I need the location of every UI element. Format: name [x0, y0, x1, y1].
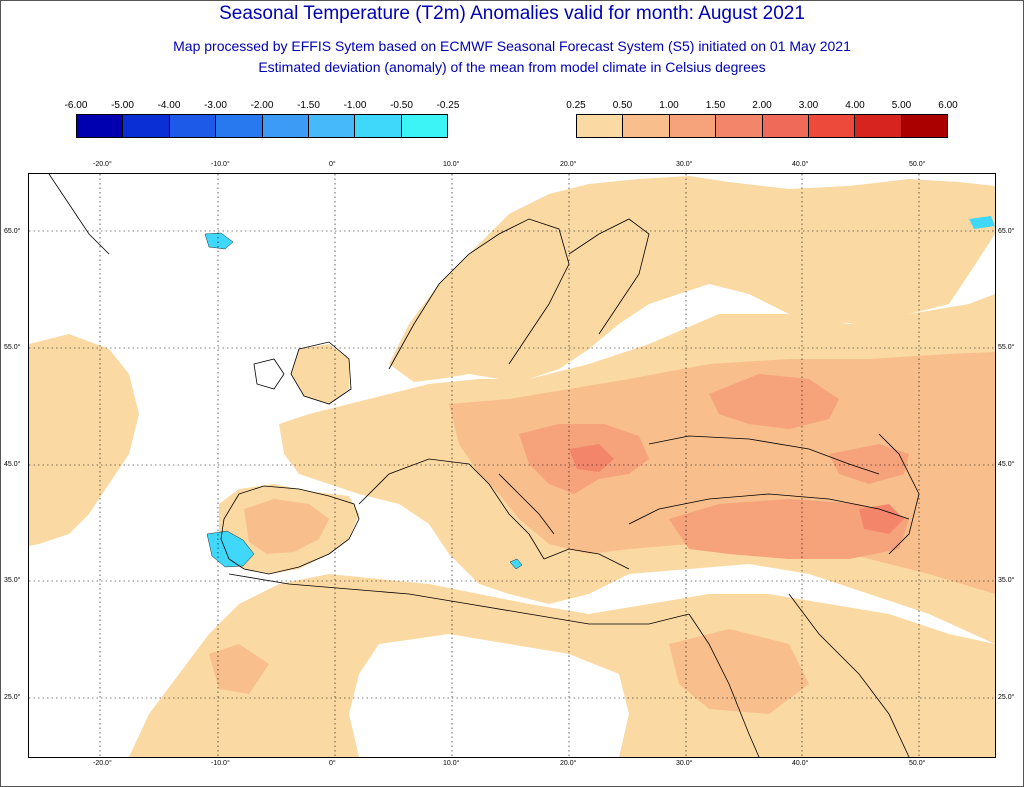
legend-label: -4.00	[157, 100, 181, 111]
anomaly-area-050-morocco	[209, 644, 269, 694]
legend-swatch	[262, 115, 309, 137]
legend-swatch	[308, 115, 356, 137]
legend-label: -1.00	[343, 100, 367, 111]
lat-label-left: 55.0°	[4, 344, 21, 351]
lon-label-top: -20.0°	[93, 161, 112, 168]
anomaly-area-050-iberia	[244, 499, 329, 554]
lon-label-top: 30.0°	[676, 161, 693, 168]
lat-label-right: 65.0°	[998, 228, 1015, 235]
legend-swatch	[123, 115, 170, 137]
legend-swatch	[623, 115, 670, 137]
lat-label-right: 45.0°	[998, 461, 1015, 468]
anomaly-area-025-west	[29, 334, 139, 546]
map-canvas	[29, 174, 995, 757]
lon-label-bottom: -20.0°	[93, 760, 112, 767]
anomaly-area-050-arabia	[669, 629, 809, 714]
legend-label: 4.00	[845, 100, 865, 111]
legend-negative-labels: -6.00 -5.00 -4.00 -3.00 -2.00 -1.50 -1.0…	[65, 100, 460, 114]
legend-label: 3.00	[798, 100, 819, 111]
lon-label-bottom: 30.0°	[676, 760, 693, 767]
anomaly-area-100-ukraine	[709, 374, 839, 429]
lon-label-bottom: 0°	[329, 760, 336, 767]
anomaly-area-150-balkans	[569, 444, 614, 472]
legend-label: -3.00	[204, 100, 227, 111]
legend-label: 5.00	[891, 100, 912, 111]
lat-label-right: 35.0°	[998, 577, 1015, 584]
legend-label: -1.50	[297, 100, 320, 111]
map-subtitle-description: Estimated deviation (anomaly) of the mea…	[258, 59, 766, 75]
lat-label-right: 55.0°	[998, 344, 1015, 351]
lon-label-bottom: 50.0°	[909, 760, 926, 767]
legend-swatch	[401, 115, 447, 137]
legend-swatch	[577, 115, 624, 137]
anomaly-area-025-scandinavia-russia	[389, 176, 995, 382]
anomaly-area-100-turkey	[669, 499, 909, 559]
legend-swatch	[216, 115, 263, 137]
lon-label-top: 10.0°	[443, 161, 460, 168]
legend-label: 1.00	[659, 100, 679, 111]
legend-label: -6.00	[64, 100, 88, 111]
legend-positive-labels: 0.25 0.50 1.00 1.50 2.00 3.00 4.00 5.00 …	[566, 100, 957, 114]
anomaly-area-025-britain	[291, 344, 349, 404]
cold-anomaly-iceland	[204, 232, 234, 250]
legend-swatch	[808, 115, 856, 137]
anomaly-area-100-caspian	[829, 444, 909, 484]
lon-label-bottom: 40.0°	[792, 760, 809, 767]
lon-label-top: 0°	[329, 161, 336, 168]
lon-label-top: 50.0°	[909, 161, 926, 168]
legend-swatch	[669, 115, 717, 137]
cold-anomaly-portugal-coast	[206, 530, 255, 568]
legend-label: -2.00	[250, 100, 274, 111]
legend-label: 1.50	[705, 100, 726, 111]
anomaly-area-150-turkey	[859, 504, 904, 534]
legend-label: -0.50	[390, 100, 413, 111]
legend-positive: 0.25 0.50 1.00 1.50 2.00 3.00 4.00 5.00 …	[566, 100, 958, 138]
no-anomaly-sahara	[349, 634, 629, 757]
coastlines	[48, 174, 920, 757]
legend-swatch	[355, 115, 402, 137]
lon-label-bottom: 10.0°	[443, 760, 460, 767]
legend-swatch	[716, 115, 763, 137]
lon-label-bottom: -10.0°	[211, 760, 230, 767]
legend-label: -5.00	[111, 100, 134, 111]
legend-label: 2.00	[752, 100, 772, 111]
lat-label-left: 45.0°	[4, 461, 21, 468]
legend-swatch	[901, 115, 947, 137]
legend-label: 6.00	[938, 100, 958, 111]
legend-label: 0.50	[612, 100, 633, 111]
legend-label: 0.25	[566, 100, 586, 111]
lat-label-left: 25.0°	[4, 694, 21, 701]
legend-positive-colorbar	[576, 114, 948, 138]
legend-swatch	[77, 115, 124, 137]
map-subtitle-source: Map processed by EFFIS Sytem based on EC…	[173, 38, 851, 54]
legend-swatch	[169, 115, 217, 137]
graticule	[29, 174, 995, 757]
lon-label-top: 40.0°	[792, 161, 809, 168]
lat-label-left: 35.0°	[4, 577, 21, 584]
lat-label-right: 25.0°	[998, 694, 1015, 701]
lon-label-bottom: 20.0°	[560, 760, 577, 767]
lon-label-top: 20.0°	[560, 161, 577, 168]
lat-label-left: 65.0°	[4, 228, 21, 235]
legend-negative: -6.00 -5.00 -4.00 -3.00 -2.00 -1.50 -1.0…	[65, 100, 460, 138]
cold-anomaly-barents	[969, 216, 995, 229]
legend-negative-colorbar	[76, 114, 448, 138]
legend-swatch	[762, 115, 809, 137]
map-title: Seasonal Temperature (T2m) Anomalies val…	[219, 3, 805, 24]
lon-label-top: -10.0°	[211, 161, 230, 168]
legend-label: -0.25	[436, 100, 460, 111]
cold-anomaly-sicily	[509, 558, 523, 570]
legend-swatch	[855, 115, 902, 137]
anomaly-map	[28, 173, 996, 758]
